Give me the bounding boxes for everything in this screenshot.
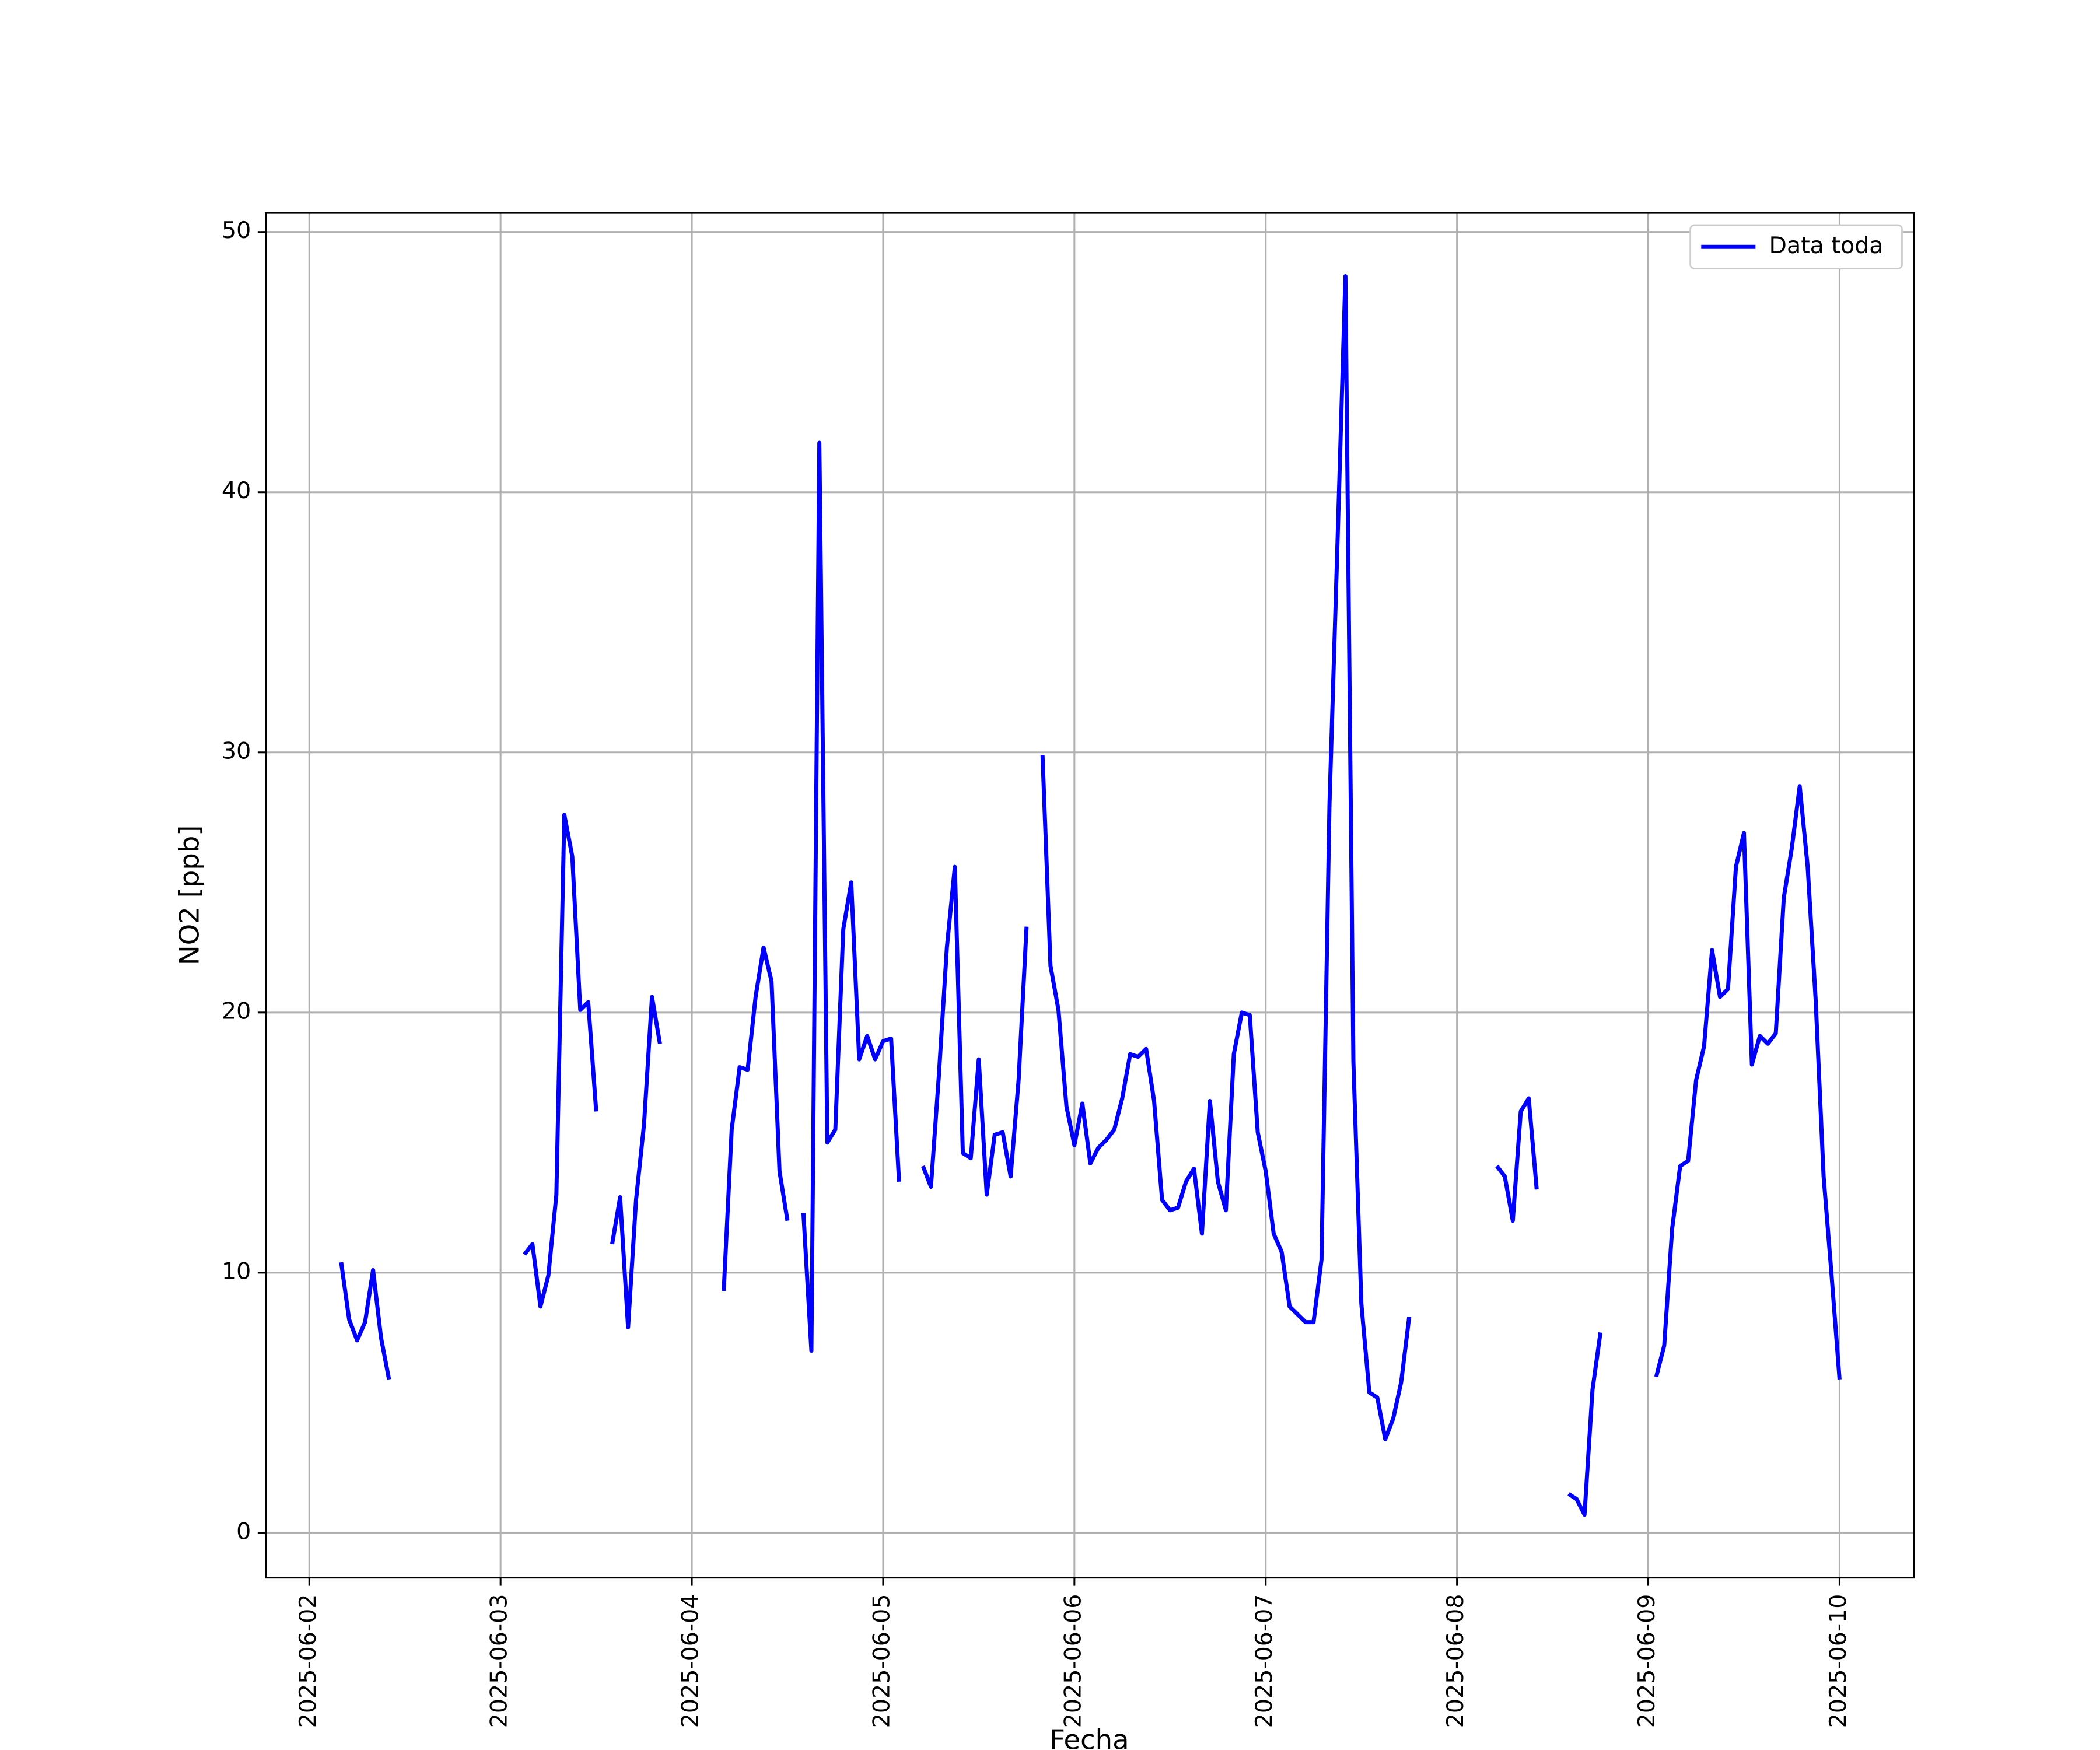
legend-label: Data toda xyxy=(1769,232,1884,259)
y-tick-label: 0 xyxy=(236,1518,251,1545)
x-tick-label: 2025-06-02 xyxy=(295,1594,321,1728)
x-tick-label: 2025-06-07 xyxy=(1251,1594,1278,1728)
x-tick-label: 2025-06-04 xyxy=(677,1594,704,1728)
y-tick-label: 20 xyxy=(222,998,251,1024)
data-line xyxy=(339,274,1842,1517)
y-tick-label: 50 xyxy=(222,217,251,244)
x-axis-label: Fecha xyxy=(1049,1724,1129,1750)
y-tick-label: 40 xyxy=(222,477,251,504)
plot-frame xyxy=(265,212,1915,1579)
x-tick-label: 2025-06-09 xyxy=(1633,1594,1660,1728)
y-axis-label: NO2 [ppb] xyxy=(173,825,205,966)
x-tick-label: 2025-06-03 xyxy=(486,1594,513,1728)
x-tick-label: 2025-06-05 xyxy=(868,1594,895,1728)
x-tick-label: 2025-06-10 xyxy=(1825,1594,1852,1728)
legend-box xyxy=(1689,224,1903,270)
y-tick-label: 30 xyxy=(222,737,251,764)
y-tick-label: 10 xyxy=(222,1258,251,1284)
x-tick-label: 2025-06-06 xyxy=(1059,1594,1086,1728)
x-tick-label: 2025-06-08 xyxy=(1442,1594,1469,1728)
